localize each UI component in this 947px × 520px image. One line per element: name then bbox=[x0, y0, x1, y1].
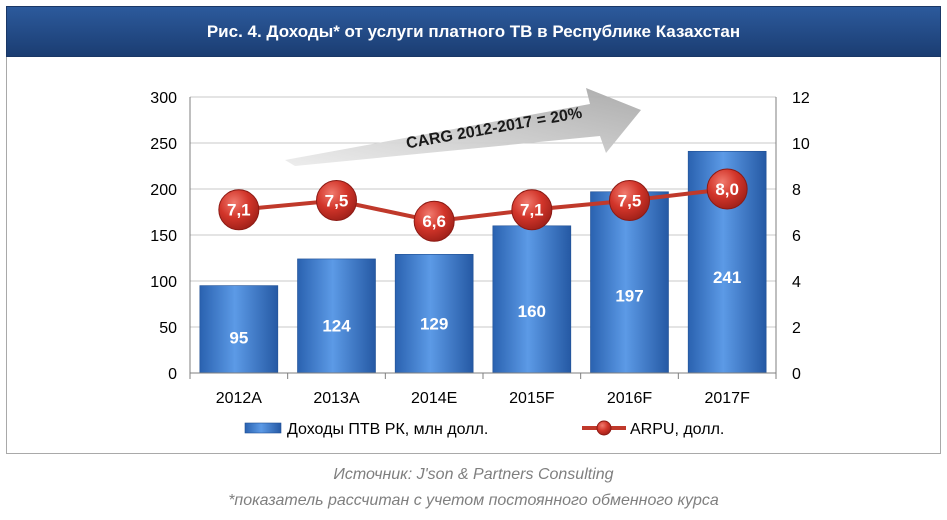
y2-tick-label: 4 bbox=[792, 274, 801, 291]
bar-value-label: 160 bbox=[518, 302, 546, 321]
arpu-value-label: 7,5 bbox=[618, 192, 642, 211]
bar-value-label: 124 bbox=[322, 317, 351, 336]
bar bbox=[590, 191, 669, 374]
y-tick-label: 200 bbox=[150, 182, 177, 199]
bar-value-label: 197 bbox=[615, 286, 643, 305]
chart-frame bbox=[6, 57, 941, 454]
legend-bar-swatch bbox=[244, 422, 282, 434]
chart-title: Рис. 4. Доходы* от услуги платного ТВ в … bbox=[206, 21, 741, 41]
arpu-value-label: 6,6 bbox=[422, 212, 446, 231]
bar-value-label: 129 bbox=[420, 315, 448, 334]
arpu-value-label: 8,0 bbox=[715, 180, 739, 199]
y-tick-label: 50 bbox=[159, 320, 177, 337]
bar-value-label: 95 bbox=[229, 329, 248, 348]
arpu-value-label: 7,5 bbox=[325, 192, 349, 211]
legend: Доходы ПТВ РК, млн долл. ARPU, долл. bbox=[244, 420, 724, 438]
y-tick-label: 0 bbox=[168, 366, 177, 383]
legend-line-label: ARPU, долл. bbox=[630, 421, 724, 438]
y2-tick-label: 12 bbox=[792, 90, 810, 107]
x-tick-label: 2013A bbox=[313, 390, 360, 407]
legend-bar-label: Доходы ПТВ РК, млн долл. bbox=[287, 421, 488, 438]
chart-title-bar: Рис. 4. Доходы* от услуги платного ТВ в … bbox=[6, 6, 941, 57]
arpu-marker bbox=[511, 189, 553, 231]
y-tick-label: 100 bbox=[150, 274, 177, 291]
y-tick-label: 250 bbox=[150, 136, 177, 153]
growth-arrow: CARG 2012-2017 = 20% bbox=[285, 88, 641, 166]
arpu-marker bbox=[316, 180, 357, 221]
footer: Источник: J'son & Partners Consulting *п… bbox=[0, 462, 947, 514]
arpu-marker bbox=[218, 189, 260, 231]
arpu-marker bbox=[413, 200, 455, 242]
y2-tick-label: 10 bbox=[792, 136, 810, 153]
arpu-marker bbox=[609, 180, 650, 221]
x-tick-label: 2012A bbox=[216, 390, 263, 407]
y-tick-label: 150 bbox=[150, 228, 177, 245]
y2-tick-label: 8 bbox=[792, 182, 801, 199]
bar-value-label: 241 bbox=[713, 268, 741, 287]
x-tick-label: 2017F bbox=[704, 390, 750, 407]
x-tick-label: 2016F bbox=[607, 390, 653, 407]
bar bbox=[297, 258, 376, 374]
legend-line-marker bbox=[596, 420, 612, 436]
bar bbox=[394, 254, 474, 374]
y2-tick-label: 0 bbox=[792, 366, 801, 383]
x-tick-label: 2014E bbox=[411, 390, 457, 407]
arpu-marker bbox=[706, 168, 748, 210]
bar bbox=[492, 225, 572, 374]
y2-tick-label: 2 bbox=[792, 320, 801, 337]
exchange-rate-note: *показатель рассчитан с учетом постоянно… bbox=[228, 492, 719, 509]
arpu-value-label: 7,1 bbox=[520, 201, 544, 220]
line-series: 7,1 7,5 6,6 7,1 7,5 8,0 bbox=[218, 168, 748, 242]
x-tick-label: 2015F bbox=[509, 390, 555, 407]
bar-series: 95 124 129 160 197 241 bbox=[199, 150, 767, 374]
axes: 0 50 100 150 200 250 300 0 2 4 6 8 10 12 2012A 2013A 201… bbox=[150, 90, 810, 407]
grid-lines bbox=[190, 96, 776, 328]
y2-tick-label: 6 bbox=[792, 228, 801, 245]
source-note: Источник: J'son & Partners Consulting bbox=[333, 466, 614, 483]
arpu-value-label: 7,1 bbox=[227, 201, 251, 220]
y-tick-label: 300 bbox=[150, 90, 177, 107]
bar bbox=[199, 285, 279, 374]
growth-arrow-shape bbox=[285, 88, 641, 166]
